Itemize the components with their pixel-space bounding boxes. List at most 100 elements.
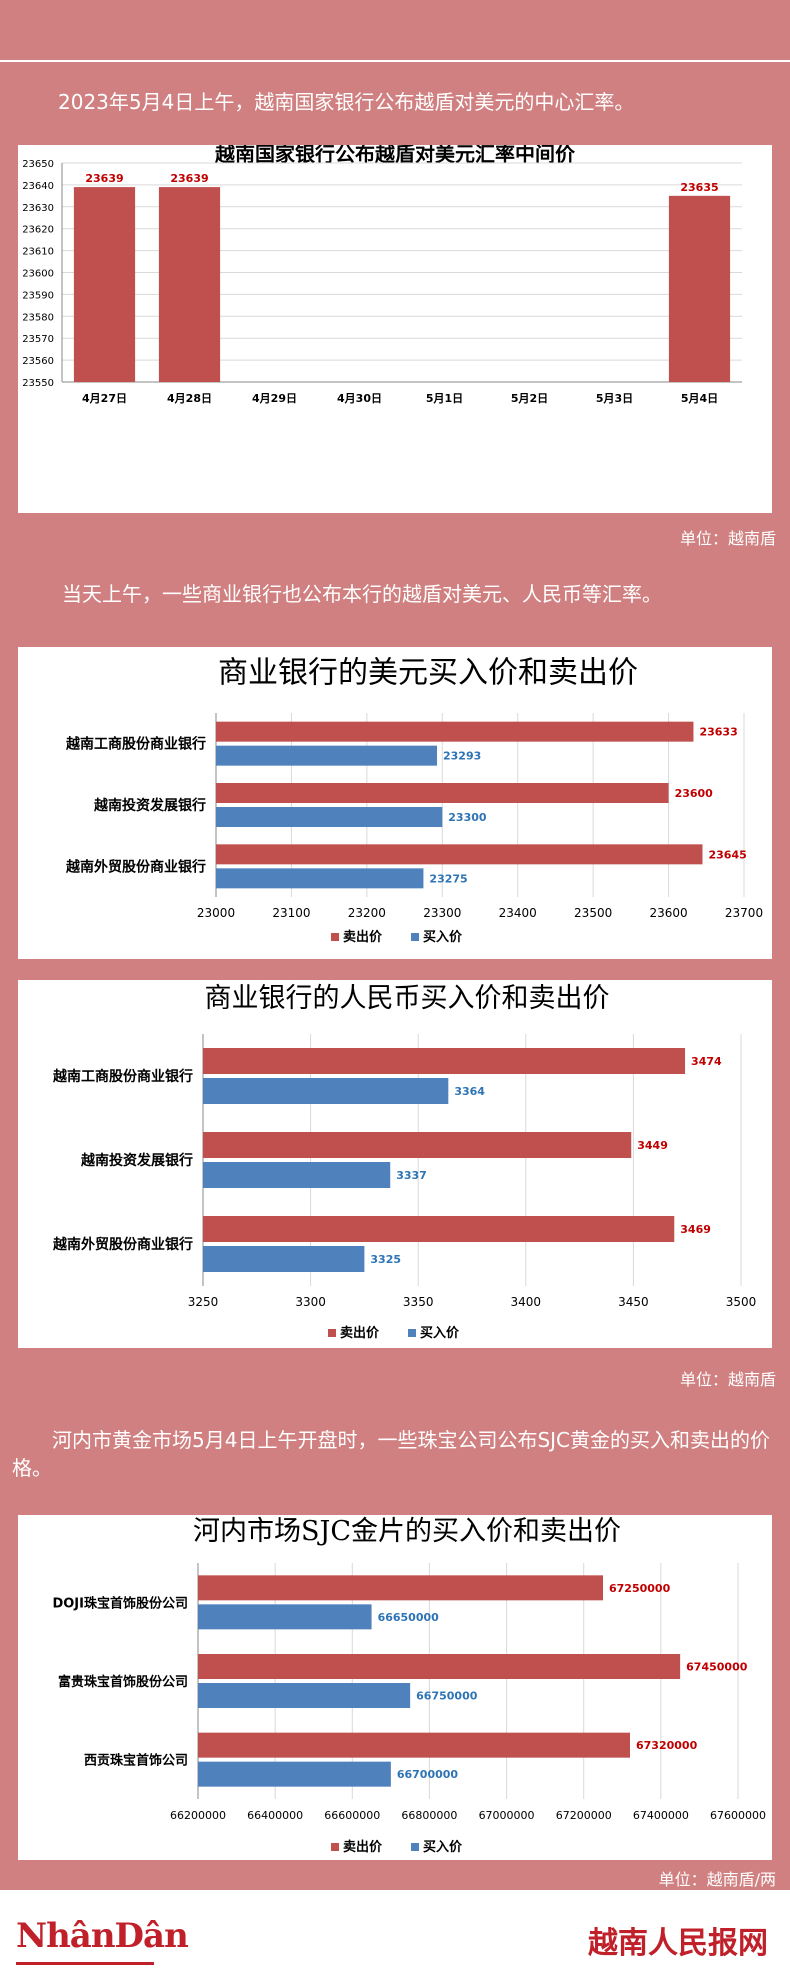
central-rate-chart: 越南国家银行公布越盾对美元汇率中间价 23550 23560 23570 23580 23… xyxy=(22,145,742,405)
bar xyxy=(668,195,731,382)
legend-label: 买入价 xyxy=(420,1326,460,1341)
legend-label: 卖出价 xyxy=(343,929,383,945)
x-tick-label: 5月4日 xyxy=(681,392,718,405)
x-tick-label: 3300 xyxy=(295,1295,326,1309)
y-tick-label: 23630 xyxy=(22,203,54,214)
bar-sell xyxy=(203,1132,632,1158)
x-tick-label: 66400000 xyxy=(247,1809,303,1822)
data-label: 23275 xyxy=(429,872,467,885)
y-tick-label: 23550 xyxy=(22,378,54,389)
x-tick-label: 5月2日 xyxy=(511,392,548,405)
cny-rate-chart: 商业银行的人民币买入价和卖出价 3250 3300 3350 3400 3450 3500 越… xyxy=(52,983,757,1341)
x-tick-label: 5月1日 xyxy=(426,392,463,405)
bar-sell xyxy=(198,1732,630,1758)
x-tick-label: 3400 xyxy=(511,1295,542,1309)
data-label: 67450000 xyxy=(686,1661,748,1674)
category-label: 越南投资发展银行 xyxy=(93,797,206,814)
x-tick-label: 23300 xyxy=(423,906,461,920)
bar-buy xyxy=(203,1246,365,1272)
bar-sell xyxy=(216,783,669,803)
y-tick-label: 23650 xyxy=(22,159,54,170)
data-label: 3474 xyxy=(691,1055,722,1068)
legend-label: 卖出价 xyxy=(340,1325,380,1341)
nhandan-logo-underline xyxy=(16,1962,154,1965)
bar-sell xyxy=(203,1216,675,1242)
x-tick-label: 23100 xyxy=(272,906,310,920)
y-tick-label: 23610 xyxy=(22,247,54,258)
category-label: 越南工商股份商业银行 xyxy=(65,736,206,753)
legend-label: 买入价 xyxy=(423,1840,463,1855)
y-tick-label: 23570 xyxy=(22,334,54,345)
bar-buy xyxy=(198,1683,411,1708)
y-tick-label: 23580 xyxy=(22,312,54,323)
nhandan-logo[interactable]: NhânDân xyxy=(16,1916,189,1956)
bar-buy xyxy=(198,1761,391,1787)
data-label: 3449 xyxy=(637,1139,668,1152)
data-label: 3469 xyxy=(680,1223,711,1236)
category-label: 越南投资发展银行 xyxy=(80,1152,193,1169)
bar-sell xyxy=(216,844,703,865)
y-tick-label: 23640 xyxy=(22,181,54,192)
legend-swatch xyxy=(328,1329,336,1337)
category-label: DOJI珠宝首饰股份公司 xyxy=(52,1595,188,1611)
category-label: 越南外贸股份商业银行 xyxy=(52,1236,193,1253)
x-tick-label: 23600 xyxy=(649,906,687,920)
x-tick-label: 66600000 xyxy=(324,1809,380,1822)
data-label: 66650000 xyxy=(378,1611,440,1624)
x-tick-label: 4月27日 xyxy=(82,392,127,405)
x-tick-label: 23500 xyxy=(574,906,612,920)
x-tick-label: 3350 xyxy=(403,1295,434,1309)
bar-buy xyxy=(216,807,443,827)
legend-swatch xyxy=(411,1843,419,1851)
x-tick-label: 67400000 xyxy=(633,1809,689,1822)
bar-buy xyxy=(203,1162,391,1188)
chart-title: 商业银行的人民币买入价和卖出价 xyxy=(205,983,610,1014)
x-tick-label: 67000000 xyxy=(479,1809,535,1822)
x-tick-label: 3500 xyxy=(726,1295,757,1309)
chart-title: 商业银行的美元买入价和卖出价 xyxy=(218,656,638,691)
data-label: 23635 xyxy=(680,181,718,194)
unit-label-2: 单位：越南盾 xyxy=(679,1370,776,1389)
site-name-logo[interactable]: 越南人民报网 xyxy=(588,1926,768,1961)
x-tick-label: 23200 xyxy=(348,906,386,920)
data-label: 23639 xyxy=(85,172,123,185)
chart-title: 越南国家银行公布越盾对美元汇率中间价 xyxy=(214,145,576,166)
bar-sell xyxy=(203,1048,686,1074)
data-label: 67320000 xyxy=(636,1739,698,1752)
bar-buy xyxy=(216,745,438,766)
legend-swatch xyxy=(331,1843,339,1851)
chart-panel-usd: 商业银行的美元买入价和卖出价 23000 23100 23200 23300 23400 2… xyxy=(18,647,772,959)
chart-panel-cny: 商业银行的人民币买入价和卖出价 3250 3300 3350 3400 3450 3500 越… xyxy=(18,980,772,1348)
bar-sell xyxy=(198,1575,603,1601)
x-tick-label: 66200000 xyxy=(170,1809,226,1822)
bar xyxy=(158,187,221,382)
gold-price-chart: 河内市场SJC金片的买入价和卖出价 66200000 66400000 6660000… xyxy=(52,1516,766,1855)
bar-buy xyxy=(198,1604,372,1630)
data-label: 3337 xyxy=(396,1169,427,1182)
chart-title: 河内市场SJC金片的买入价和卖出价 xyxy=(193,1516,621,1547)
category-label: 西贡珠宝首饰公司 xyxy=(84,1753,188,1769)
chart-panel-gold: 河内市场SJC金片的买入价和卖出价 66200000 66400000 6660000… xyxy=(18,1515,772,1860)
y-tick-label: 23600 xyxy=(22,269,54,280)
unit-label-3: 单位：越南盾/两 xyxy=(658,1870,776,1889)
data-label: 67250000 xyxy=(609,1582,671,1595)
bar-buy xyxy=(216,868,424,889)
chart-panel-central-rate: 越南国家银行公布越盾对美元汇率中间价 23550 23560 23570 23580 23… xyxy=(18,145,772,513)
y-tick-label: 23620 xyxy=(22,225,54,236)
data-label: 23300 xyxy=(448,811,487,824)
category-label: 富贵珠宝首饰股份公司 xyxy=(58,1674,188,1690)
intro-paragraph-2: 当天上午，一些商业银行也公布本行的越盾对美元、人民币等汇率。 xyxy=(62,582,662,606)
x-tick-label: 4月28日 xyxy=(167,392,212,405)
bar xyxy=(73,187,136,382)
x-tick-label: 23000 xyxy=(197,906,235,920)
data-label: 23600 xyxy=(675,787,714,800)
legend-label: 买入价 xyxy=(423,930,463,945)
x-tick-label: 66800000 xyxy=(401,1809,457,1822)
x-tick-label: 67200000 xyxy=(556,1809,612,1822)
unit-label-1: 单位：越南盾 xyxy=(679,529,776,548)
data-label: 66700000 xyxy=(397,1768,459,1781)
data-label: 66750000 xyxy=(416,1690,478,1703)
top-divider xyxy=(0,60,790,62)
legend-swatch xyxy=(411,933,419,941)
data-label: 3325 xyxy=(370,1253,401,1266)
